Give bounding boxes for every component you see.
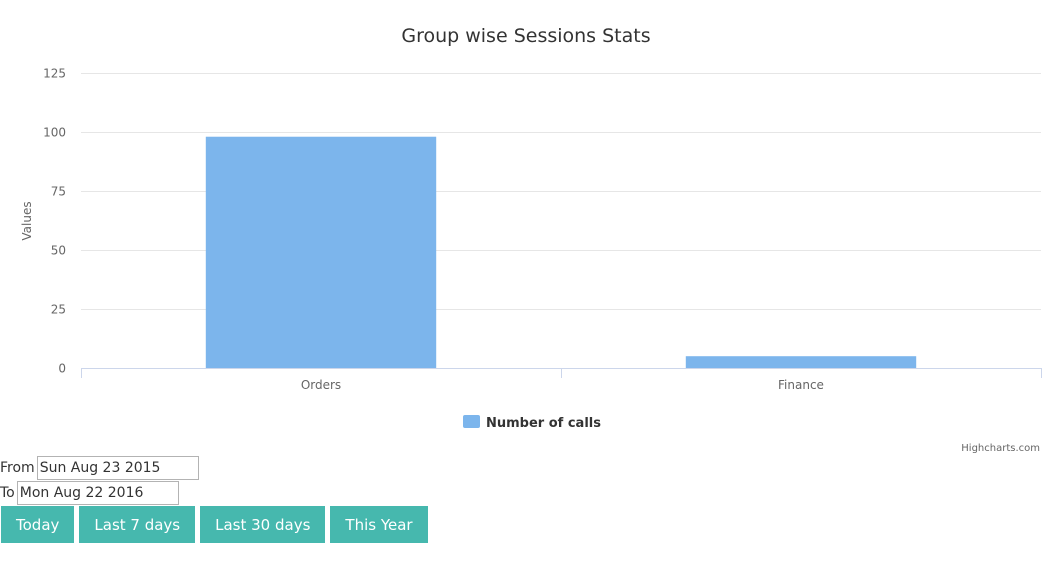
x-tick-label: Orders bbox=[301, 378, 341, 392]
x-axis-ticks: Orders Finance bbox=[81, 368, 1042, 392]
from-date-input[interactable] bbox=[36, 456, 199, 480]
from-label: From bbox=[0, 460, 35, 476]
today-button[interactable]: Today bbox=[1, 506, 75, 543]
chart-title: Group wise Sessions Stats bbox=[401, 25, 650, 47]
chart-container: Group wise Sessions Stats 0 25 50 75 100 125 … bbox=[20, 25, 1042, 454]
last-7-days-button[interactable]: Last 7 days bbox=[79, 506, 196, 543]
bar-finance[interactable] bbox=[685, 356, 917, 368]
last-30-days-button[interactable]: Last 30 days bbox=[200, 506, 326, 543]
bars bbox=[205, 136, 917, 368]
legend-label[interactable]: Number of calls bbox=[486, 416, 601, 431]
credits-link[interactable]: Highcharts.com bbox=[961, 443, 1040, 454]
bar-chart: Group wise Sessions Stats 0255075100125 … bbox=[20, 25, 1042, 454]
y-tick-label: 25 bbox=[51, 303, 66, 317]
y-tick-label: 75 bbox=[51, 185, 66, 199]
y-tick-label: 50 bbox=[51, 244, 66, 258]
y-tick-label: 125 bbox=[43, 67, 66, 81]
x-tick-label: Finance bbox=[778, 378, 824, 392]
bar-orders[interactable] bbox=[205, 136, 437, 368]
y-tick-label: 0 bbox=[58, 362, 66, 376]
y-tick-label: 100 bbox=[43, 126, 66, 140]
to-date-row: To bbox=[0, 481, 179, 505]
date-range-buttons: Today Last 7 days Last 30 days This Year bbox=[1, 506, 433, 543]
legend[interactable]: Number of calls bbox=[463, 415, 601, 431]
y-axis-title: Values bbox=[20, 201, 34, 240]
y-axis-ticks: 0 25 50 75 100 125 bbox=[43, 67, 66, 376]
from-date-row: From bbox=[0, 456, 199, 480]
to-date-input[interactable] bbox=[16, 481, 179, 505]
legend-swatch[interactable] bbox=[463, 415, 480, 428]
this-year-button[interactable]: This Year bbox=[330, 506, 428, 543]
to-label: To bbox=[0, 485, 15, 501]
